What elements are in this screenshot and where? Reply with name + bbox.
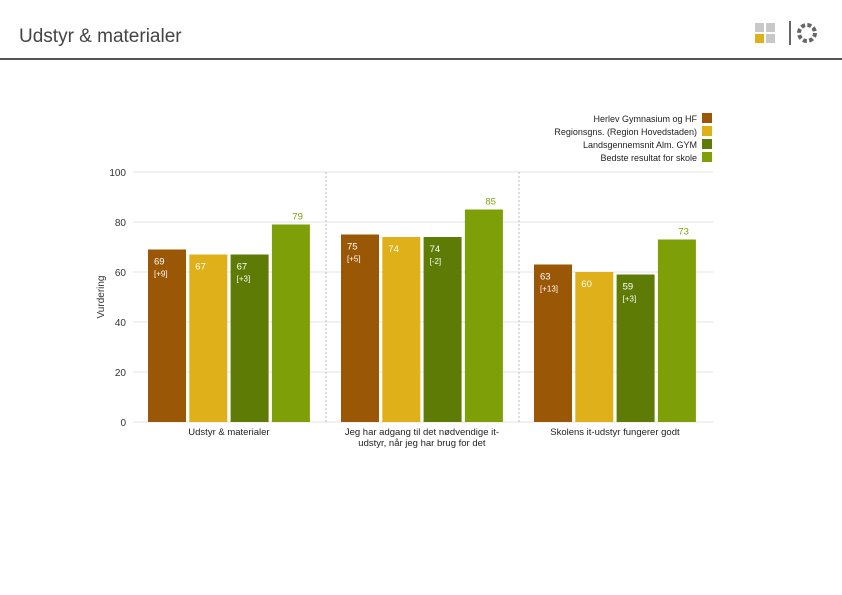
legend-label: Herlev Gymnasium og HF bbox=[593, 114, 697, 124]
data-label: 67 bbox=[237, 262, 248, 273]
data-label: 69 bbox=[154, 257, 165, 268]
bar bbox=[575, 272, 614, 422]
bar bbox=[189, 254, 228, 422]
x-category-label: Skolens it-udstyr fungerer godt bbox=[550, 427, 680, 438]
legend-swatch bbox=[702, 113, 712, 123]
data-label: 85 bbox=[485, 197, 496, 208]
header-divider bbox=[0, 58, 842, 60]
delta-label: [+3] bbox=[623, 295, 637, 304]
delta-label: [+9] bbox=[154, 270, 168, 279]
legend-label: Landsgennemsnit Alm. GYM bbox=[583, 140, 697, 150]
logo-divider bbox=[789, 21, 791, 45]
bar bbox=[616, 274, 655, 422]
x-category-label: udstyr, når jeg har brug for det bbox=[358, 438, 486, 449]
data-label: 73 bbox=[678, 227, 689, 238]
logo-ring-icon bbox=[797, 23, 817, 43]
legend-label: Regionsgns. (Region Hovedstaden) bbox=[554, 127, 697, 137]
x-category-label: Jeg har adgang til det nødvendige it- bbox=[345, 427, 499, 438]
delta-label: [+13] bbox=[540, 285, 558, 294]
data-label: 75 bbox=[347, 242, 358, 253]
data-label: 60 bbox=[581, 279, 592, 290]
delta-label: [+3] bbox=[237, 275, 251, 284]
data-label: 63 bbox=[540, 272, 551, 283]
bar bbox=[382, 237, 421, 422]
bar bbox=[148, 249, 186, 422]
y-tick-label: 100 bbox=[109, 168, 126, 179]
legend-swatch bbox=[702, 126, 712, 136]
delta-label: [-2] bbox=[430, 257, 442, 266]
legend-label: Bedste resultat for skole bbox=[600, 153, 697, 163]
bar bbox=[230, 254, 269, 422]
delta-label: [+5] bbox=[347, 255, 361, 264]
page-title: Udstyr & materialer bbox=[19, 26, 182, 47]
data-label: 74 bbox=[430, 244, 441, 255]
data-label: 74 bbox=[388, 244, 399, 255]
brand-logo bbox=[755, 21, 817, 45]
y-tick-label: 40 bbox=[115, 318, 127, 329]
x-category-label: Udstyr & materialer bbox=[188, 427, 269, 438]
bar bbox=[271, 224, 310, 422]
y-axis-label: Vurdering bbox=[96, 276, 107, 319]
data-label: 79 bbox=[292, 212, 303, 223]
data-label: 67 bbox=[195, 262, 206, 273]
y-tick-label: 80 bbox=[115, 218, 127, 229]
data-label: 59 bbox=[623, 282, 634, 293]
logo-squares-icon bbox=[755, 23, 775, 43]
legend-swatch bbox=[702, 152, 712, 162]
legend-swatch bbox=[702, 139, 712, 149]
bar bbox=[341, 234, 379, 422]
y-tick-label: 0 bbox=[120, 418, 126, 429]
bar bbox=[534, 264, 572, 422]
bar bbox=[423, 237, 462, 422]
y-tick-label: 20 bbox=[115, 368, 127, 379]
bar bbox=[657, 239, 696, 422]
y-tick-label: 60 bbox=[115, 268, 127, 279]
bar bbox=[464, 209, 503, 422]
